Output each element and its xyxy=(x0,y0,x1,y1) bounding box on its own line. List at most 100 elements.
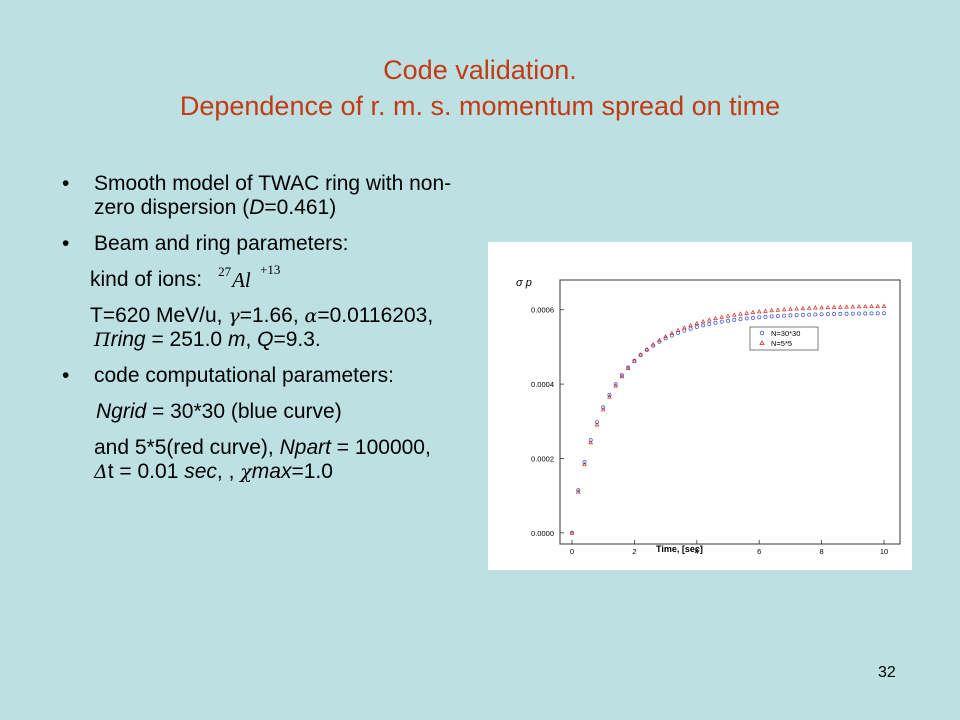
data-point-triangle xyxy=(632,358,637,363)
data-point-triangle xyxy=(569,530,575,535)
bullet-dot: • xyxy=(62,232,70,255)
data-point-triangle xyxy=(613,383,618,388)
data-point-triangle xyxy=(731,312,737,317)
data-point-circle xyxy=(669,333,674,338)
data-point-circle xyxy=(794,313,799,318)
data-point-circle xyxy=(707,322,712,326)
data-point-circle xyxy=(732,317,737,322)
data-point-triangle xyxy=(719,314,725,319)
bullet-parameters: • Beam and ring parameters: xyxy=(62,232,349,255)
data-point-circle xyxy=(588,438,593,443)
data-point-circle xyxy=(875,311,880,316)
data-point-triangle xyxy=(781,307,787,312)
data-point-circle xyxy=(595,420,599,425)
data-point-triangle xyxy=(738,311,743,316)
data-point-triangle xyxy=(663,334,668,339)
data-point-triangle xyxy=(706,317,712,322)
data-point-triangle xyxy=(806,305,812,310)
beam-params-line: T=620 MeV/u, γ=1.66, α=0.0116203, Πring … xyxy=(90,304,434,351)
data-point-triangle xyxy=(669,330,675,335)
x-tick-label: 10 xyxy=(880,547,888,556)
data-point-triangle xyxy=(644,346,650,352)
ngrid-line: Ngrid = 30*30 (blue curve) xyxy=(96,400,342,423)
data-point-circle xyxy=(682,328,687,333)
data-point-circle xyxy=(701,323,705,328)
data-point-triangle xyxy=(800,305,806,311)
slide-title: Code validation. Dependence of r. m. s. … xyxy=(0,52,960,124)
data-point-circle xyxy=(800,312,805,317)
data-point-circle xyxy=(882,311,886,316)
data-point-triangle xyxy=(694,320,700,325)
data-point-circle xyxy=(751,315,755,320)
data-point-circle xyxy=(813,312,818,317)
data-point-circle xyxy=(869,311,874,316)
data-point-triangle xyxy=(582,461,587,467)
data-point-circle xyxy=(825,312,830,317)
data-point-circle xyxy=(807,312,812,317)
data-point-triangle xyxy=(725,313,731,318)
data-point-circle xyxy=(832,312,837,316)
data-point-triangle xyxy=(869,303,874,309)
legend-box xyxy=(749,326,819,351)
data-point-circle xyxy=(738,317,743,322)
bullet-code-params: • code computational parameters: xyxy=(62,364,394,387)
data-point-circle xyxy=(663,336,668,341)
data-point-circle xyxy=(757,315,762,320)
data-point-triangle xyxy=(607,394,612,399)
data-point-circle xyxy=(850,311,855,316)
data-point-triangle xyxy=(844,304,849,309)
bullet-dot: • xyxy=(62,172,70,195)
data-point-triangle xyxy=(588,440,594,445)
data-point-triangle xyxy=(881,303,887,308)
data-point-triangle xyxy=(862,303,868,309)
data-point-triangle xyxy=(625,365,631,370)
data-point-circle xyxy=(619,373,624,378)
npart-line: and 5*5(red curve), Npart = 100000, Δt =… xyxy=(94,436,431,483)
y-tick-label: 0.0006 xyxy=(531,306,554,315)
data-point-triangle xyxy=(650,342,656,347)
data-point-triangle xyxy=(713,315,718,321)
page-number: 32 xyxy=(878,664,896,681)
plot-frame xyxy=(559,279,901,545)
legend-marker-circle xyxy=(759,330,765,336)
data-point-triangle xyxy=(594,422,600,427)
x-tick-label: 4 xyxy=(695,547,699,556)
data-point-triangle xyxy=(831,304,837,309)
data-point-triangle xyxy=(600,407,606,412)
data-point-circle xyxy=(601,405,606,410)
x-tick-label: 8 xyxy=(820,547,824,556)
data-point-triangle xyxy=(819,305,824,310)
data-point-circle xyxy=(582,460,587,465)
data-point-circle xyxy=(838,311,843,316)
bullet-dot: • xyxy=(62,364,70,387)
data-point-triangle xyxy=(850,304,856,309)
bullet-model: • Smooth model of TWAC ring with non-zer… xyxy=(62,172,452,219)
y-tick-label: 0.0002 xyxy=(531,454,554,463)
data-point-circle xyxy=(782,313,787,318)
data-point-triangle xyxy=(788,306,793,311)
title-line-2: Dependence of r. m. s. momentum spread o… xyxy=(179,91,781,121)
y-tick-label: 0.0004 xyxy=(531,380,554,389)
data-point-triangle xyxy=(813,305,818,310)
data-point-circle xyxy=(844,311,849,316)
data-point-circle xyxy=(744,316,749,321)
data-point-circle xyxy=(719,319,724,324)
data-point-triangle xyxy=(619,373,625,379)
legend-marker-triangle xyxy=(759,340,765,345)
x-tick-label: 0 xyxy=(570,547,574,556)
bullet-list: • Smooth model of TWAC ring with non-zer… xyxy=(62,172,452,496)
series-n30x30 xyxy=(570,311,886,535)
data-point-triangle xyxy=(688,322,693,328)
data-point-triangle xyxy=(775,307,781,312)
data-point-triangle xyxy=(856,304,862,309)
y-tick-label: 0.0000 xyxy=(531,529,554,538)
data-point-circle xyxy=(763,314,768,319)
data-point-triangle xyxy=(638,352,643,357)
data-point-circle xyxy=(613,382,618,387)
data-point-triangle xyxy=(875,303,881,308)
data-point-triangle xyxy=(675,327,681,332)
x-ticks: 0 2 4 6 8 10 xyxy=(570,540,888,556)
series-n5x5 xyxy=(569,303,887,535)
data-point-triangle xyxy=(794,306,799,311)
data-point-triangle xyxy=(700,318,706,324)
